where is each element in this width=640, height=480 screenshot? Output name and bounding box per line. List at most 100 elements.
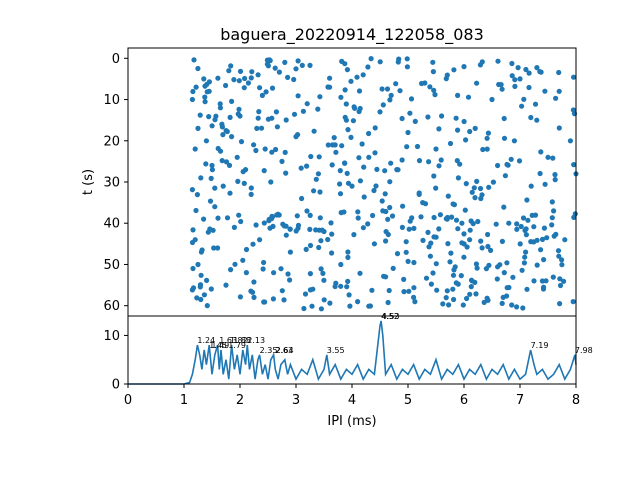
raster-point xyxy=(283,117,289,123)
raster-point xyxy=(201,76,207,82)
ipi-peak-label: 1.49 xyxy=(211,341,229,350)
raster-point xyxy=(501,204,507,210)
raster-point xyxy=(514,304,520,310)
raster-point xyxy=(459,220,465,226)
raster-point xyxy=(348,134,354,140)
raster-point xyxy=(307,62,313,68)
ipi-x-ticks: 0 1 2 3 4 5 6 7 8 xyxy=(124,384,580,408)
raster-point xyxy=(552,177,558,183)
raster-point xyxy=(471,185,477,191)
raster-y-tick-label: 0 xyxy=(112,52,120,67)
raster-point xyxy=(382,191,388,197)
raster-point xyxy=(440,301,446,307)
raster-point xyxy=(501,115,507,122)
raster-point xyxy=(251,279,257,285)
raster-point xyxy=(343,101,349,107)
raster-point xyxy=(345,249,351,255)
raster-point xyxy=(534,117,540,123)
raster-point xyxy=(318,238,324,244)
raster-point xyxy=(570,107,577,113)
raster-point xyxy=(291,76,297,83)
raster-point xyxy=(532,212,539,218)
raster-point xyxy=(531,224,537,230)
raster-point xyxy=(203,138,209,144)
raster-point xyxy=(406,288,412,294)
raster-point xyxy=(261,220,267,226)
raster-point xyxy=(526,70,532,76)
raster-point xyxy=(236,212,242,218)
raster-point xyxy=(204,81,210,87)
raster-point xyxy=(361,194,367,200)
raster-point xyxy=(556,125,562,131)
raster-point xyxy=(254,125,260,131)
raster-point xyxy=(371,241,377,247)
raster-point xyxy=(203,161,209,167)
raster-point xyxy=(369,287,375,293)
raster-point xyxy=(356,88,363,94)
raster-point xyxy=(273,109,279,115)
ipi-x-tick-label: 4 xyxy=(348,393,356,408)
raster-point xyxy=(567,138,574,144)
raster-point xyxy=(531,278,537,284)
raster-point xyxy=(260,266,266,272)
raster-point xyxy=(481,299,487,305)
raster-point xyxy=(406,226,412,232)
raster-point xyxy=(251,142,257,148)
raster-point xyxy=(383,238,389,244)
raster-point xyxy=(374,166,380,172)
raster-point xyxy=(545,154,551,160)
raster-point xyxy=(390,265,396,271)
raster-point xyxy=(377,109,383,115)
raster-point xyxy=(544,235,550,241)
ipi-peak-label: 2.13 xyxy=(247,336,265,345)
raster-point xyxy=(427,253,433,259)
raster-point xyxy=(467,291,473,297)
raster-point xyxy=(541,225,548,231)
raster-point xyxy=(329,250,335,256)
ipi-x-tick-label: 6 xyxy=(460,393,468,408)
raster-point xyxy=(485,130,491,136)
ipi-peak-label: 7.19 xyxy=(531,341,549,350)
raster-point xyxy=(190,265,196,272)
raster-point xyxy=(355,209,361,215)
raster-point xyxy=(557,282,564,289)
raster-point xyxy=(253,222,259,228)
raster-point xyxy=(404,56,410,62)
raster-point xyxy=(194,295,200,301)
raster-point xyxy=(461,254,467,260)
raster-point xyxy=(436,163,442,169)
raster-point xyxy=(201,292,207,298)
raster-point xyxy=(379,198,385,204)
raster-point xyxy=(232,261,238,267)
raster-point xyxy=(212,185,218,191)
raster-point xyxy=(190,227,196,233)
raster-point xyxy=(431,87,437,93)
raster-point xyxy=(473,261,479,267)
ipi-peak-label: 1.63 xyxy=(219,336,237,345)
ipi-peak-label: 1.79 xyxy=(228,341,246,350)
raster-point xyxy=(393,81,399,87)
raster-point xyxy=(433,185,439,191)
raster-point xyxy=(508,156,514,162)
raster-point xyxy=(274,124,280,130)
raster-point xyxy=(467,237,473,243)
raster-point xyxy=(287,249,293,255)
raster-point xyxy=(208,175,214,181)
raster-point xyxy=(355,215,361,221)
raster-point xyxy=(227,114,233,120)
raster-y-ticks: 0 10 20 30 40 50 60 xyxy=(103,52,128,314)
raster-point xyxy=(388,92,394,98)
raster-point xyxy=(283,232,289,238)
raster-point xyxy=(300,108,306,114)
raster-point xyxy=(526,84,532,91)
raster-point xyxy=(455,226,461,232)
raster-point xyxy=(189,239,196,246)
raster-point xyxy=(380,102,386,108)
raster-point xyxy=(352,105,358,111)
raster-point xyxy=(387,179,393,185)
raster-y-axis-label: t (s) xyxy=(81,169,96,195)
raster-point xyxy=(195,65,201,72)
raster-point xyxy=(541,257,547,263)
raster-point xyxy=(267,58,273,64)
raster-point xyxy=(502,173,508,179)
